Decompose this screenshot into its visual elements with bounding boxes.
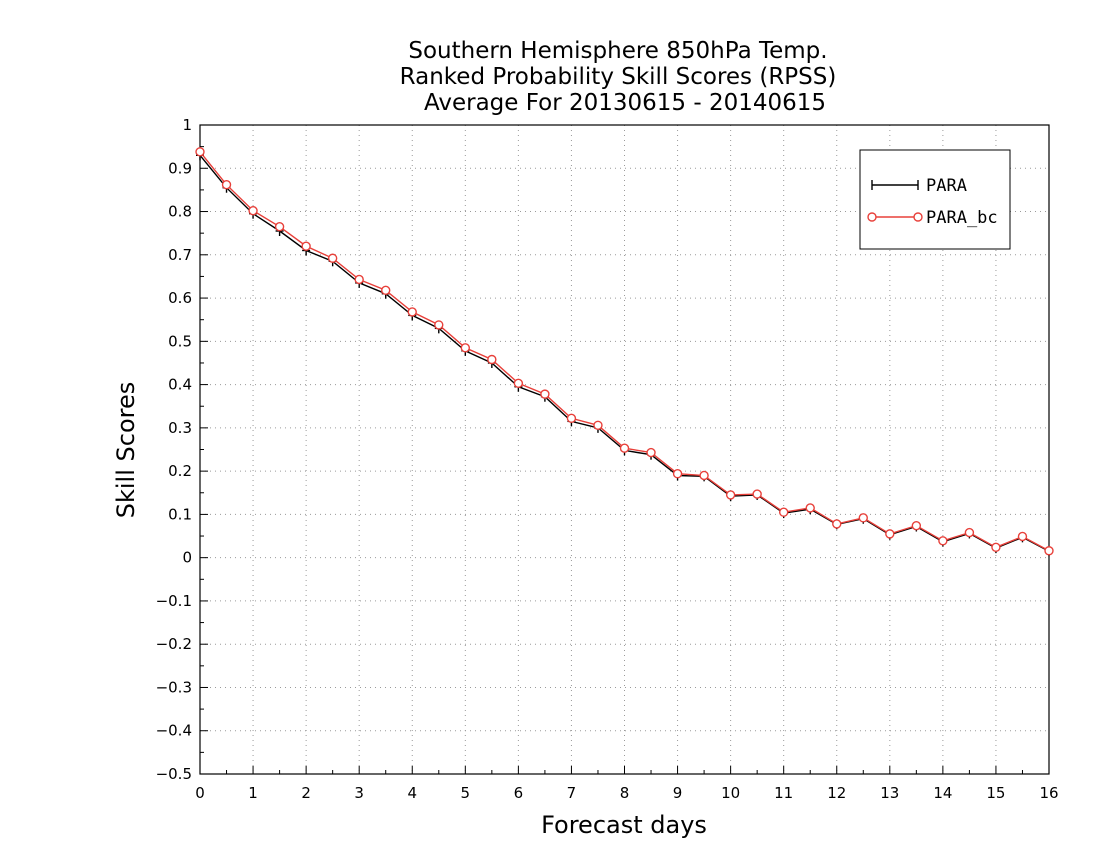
data-point <box>354 274 364 285</box>
legend-label: PARA_bc <box>926 208 998 228</box>
x-tick-label: 6 <box>514 784 524 802</box>
y-tick-label: 0.4 <box>168 376 192 394</box>
title-line-1: Southern Hemisphere 850hPa Temp. <box>408 38 827 64</box>
legend-label: PARA <box>926 176 967 196</box>
data-point <box>540 389 550 399</box>
y-tick-label: −0.3 <box>156 678 192 696</box>
x-tick-label: 9 <box>673 784 683 802</box>
y-tick-label: 0.2 <box>168 462 192 480</box>
legend-box <box>859 149 1011 250</box>
title-line-2: Ranked Probability Skill Scores (RPSS) <box>400 64 837 90</box>
data-point <box>672 469 683 479</box>
x-tick-label: 1 <box>248 784 258 802</box>
x-tick-label: 16 <box>1039 784 1058 802</box>
data-point <box>513 378 524 389</box>
y-tick-label: 0 <box>182 549 192 567</box>
x-tick-label: 0 <box>195 784 205 802</box>
axis-ticks <box>199 124 1050 775</box>
grid-lines <box>200 125 1049 774</box>
x-tick-label: 3 <box>354 784 364 802</box>
legend-marker <box>913 212 923 222</box>
data-point <box>327 253 338 263</box>
y-tick-label: −0.5 <box>156 765 192 783</box>
title-line-3: Average For 20130615 - 20140615 <box>424 90 826 116</box>
x-tick-label: 11 <box>774 784 793 802</box>
series-para-bc <box>195 147 1054 556</box>
data-point <box>460 343 471 353</box>
data-point <box>752 489 762 499</box>
y-tick-label: −0.4 <box>156 722 192 740</box>
data-point <box>699 470 709 481</box>
data-point <box>885 529 895 539</box>
y-tick-label: 0.8 <box>168 203 192 221</box>
data-point <box>195 147 205 157</box>
x-tick-label: 10 <box>721 784 740 802</box>
data-point <box>274 221 285 232</box>
series-layer <box>195 147 1054 557</box>
data-point <box>407 307 417 317</box>
legend-item-para: PARA <box>871 176 967 196</box>
x-tick-label: 12 <box>827 784 846 802</box>
data-point <box>1017 531 1028 542</box>
legend: PARA PARA_bc <box>859 149 1011 250</box>
y-tick-label: −0.2 <box>156 635 192 653</box>
data-point <box>487 354 497 365</box>
data-point <box>248 205 258 216</box>
y-tick-label: 0.6 <box>168 289 192 307</box>
x-axis-label: Forecast days <box>541 811 707 839</box>
x-tick-label: 5 <box>461 784 471 802</box>
x-tick-label: 7 <box>567 784 577 802</box>
data-point <box>646 447 656 458</box>
data-point <box>1044 546 1054 556</box>
data-point <box>778 507 789 517</box>
legend-item-para-bc: PARA_bc <box>867 208 998 228</box>
data-point <box>725 490 736 500</box>
data-point <box>566 413 577 424</box>
data-point <box>832 519 842 529</box>
data-point <box>434 320 444 330</box>
y-tick-label: 0.7 <box>168 246 192 264</box>
data-point <box>911 520 922 531</box>
y-axis-tick-labels: −0.5 −0.4 −0.3 −0.2 −0.1 0 0.1 0.2 0.3 0.4 0.5 0.6 0… <box>156 116 192 783</box>
data-point <box>858 513 868 523</box>
y-tick-label: 1 <box>182 116 192 134</box>
y-tick-label: 0.9 <box>168 159 192 177</box>
y-tick-label: −0.1 <box>156 592 192 610</box>
legend-marker <box>867 212 877 222</box>
x-tick-label: 15 <box>986 784 1005 802</box>
y-tick-label: 0.5 <box>168 332 192 350</box>
data-point <box>991 542 1001 552</box>
data-point <box>619 443 630 453</box>
x-tick-label: 14 <box>933 784 952 802</box>
y-tick-label: 0.1 <box>168 505 192 523</box>
x-tick-label: 8 <box>620 784 630 802</box>
x-tick-label: 2 <box>301 784 311 802</box>
data-point <box>938 536 948 546</box>
x-tick-label: 13 <box>880 784 899 802</box>
data-point <box>805 503 815 513</box>
data-point <box>964 527 975 538</box>
chart-title: Southern Hemisphere 850hPa Temp. Ranked … <box>400 38 837 116</box>
data-point <box>221 180 232 190</box>
data-point <box>593 420 603 430</box>
data-point <box>301 241 311 251</box>
y-axis-label: Skill Scores <box>112 382 140 519</box>
data-point <box>381 285 391 295</box>
x-tick-label: 4 <box>407 784 417 802</box>
x-axis-tick-labels: 0 1 2 3 4 5 6 7 8 9 10 11 12 13 14 15 16 <box>195 784 1058 802</box>
y-tick-label: 0.3 <box>168 419 192 437</box>
